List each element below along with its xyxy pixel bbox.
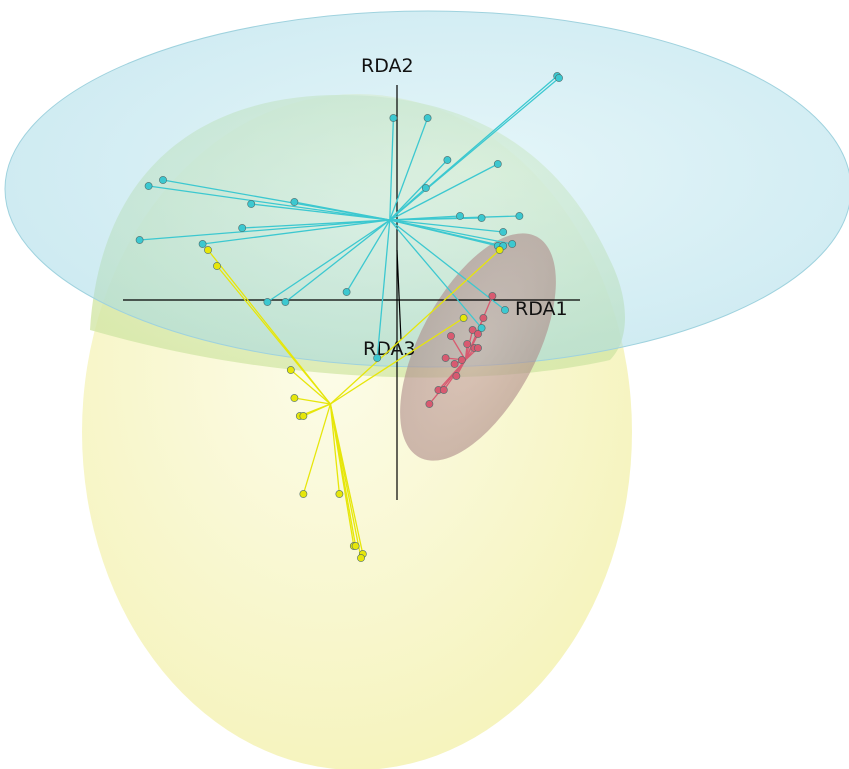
group-1-point-17 <box>136 236 143 243</box>
group-1-point-25 <box>501 306 508 313</box>
group-3-point-14 <box>440 386 447 393</box>
group-1-point-9 <box>145 182 152 189</box>
group-1-point-5 <box>444 156 451 163</box>
group-2-point-4 <box>460 314 467 321</box>
rda3-axis-label: RDA3 <box>363 338 416 360</box>
group-1-point-12 <box>456 212 463 219</box>
group-1-point-22 <box>343 288 350 295</box>
group-2-point-2 <box>204 246 211 253</box>
group-3-point-11 <box>451 360 458 367</box>
rda1-axis-label: RDA1 <box>515 298 568 320</box>
group-1-point-7 <box>422 184 429 191</box>
group-3-point-9 <box>442 354 449 361</box>
group-2-point-9 <box>300 490 307 497</box>
group-1-point-4 <box>424 114 431 121</box>
group-1-point-21 <box>509 240 516 247</box>
confidence-ellipsoids <box>5 11 849 769</box>
group-1-point-14 <box>516 212 523 219</box>
group-1-point-6 <box>494 160 501 167</box>
group-1-point-10 <box>248 200 255 207</box>
group-1-point-16 <box>239 224 246 231</box>
group-2-point-12 <box>352 542 359 549</box>
group-3-point-1 <box>489 292 496 299</box>
group-1-point-2 <box>555 74 562 81</box>
group-3-point-12 <box>453 372 460 379</box>
group-3-point-10 <box>458 356 465 363</box>
group-3-point-15 <box>426 400 433 407</box>
group-1-point-24 <box>264 298 271 305</box>
group-3-point-4 <box>474 330 481 337</box>
group-2-point-3 <box>213 262 220 269</box>
group-1-point-27 <box>374 354 381 361</box>
group-3-point-8 <box>474 344 481 351</box>
group-1-point-23 <box>282 298 289 305</box>
group-1-point-18 <box>199 240 206 247</box>
group-1-point-3 <box>390 114 397 121</box>
group-1-point-8 <box>159 176 166 183</box>
group-1-point-15 <box>500 228 507 235</box>
group-2-point-10 <box>336 490 343 497</box>
group-2-point-6 <box>291 394 298 401</box>
group-2-point-1 <box>496 246 503 253</box>
rda2-axis-label: RDA2 <box>361 55 414 77</box>
group-1-point-11 <box>291 198 298 205</box>
group-3-point-2 <box>480 314 487 321</box>
group-1-point-13 <box>478 214 485 221</box>
group-2-point-5 <box>287 366 294 373</box>
group-2-point-14 <box>357 554 364 561</box>
group-3-point-5 <box>447 332 454 339</box>
group-2-point-8 <box>300 412 307 419</box>
group-3-point-6 <box>464 340 471 347</box>
